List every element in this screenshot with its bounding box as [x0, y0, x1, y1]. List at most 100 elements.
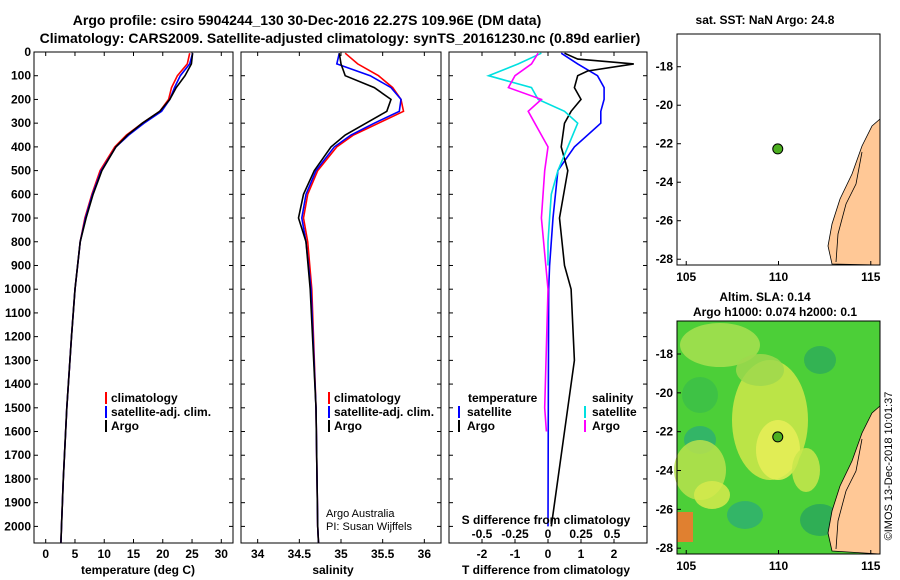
x-tick-label: 110 [769, 270, 789, 284]
y-tick-label: 1500 [4, 401, 31, 415]
x-tick-label: 10 [98, 547, 112, 561]
x-tick-label: 34 [251, 547, 265, 561]
y-tick-label: -20 [656, 386, 674, 400]
argo-float-position-marker [772, 431, 784, 443]
salinity-legend: climatology satellite-adj. clim. Argo [328, 391, 434, 433]
salinity-xlabel: salinity [312, 563, 354, 577]
argo-float-position-marker [772, 143, 784, 155]
legend-label-s-argo: Argo [592, 419, 620, 433]
legend-swatch-t-argo [458, 420, 460, 432]
t-difference-xlabel: T difference from climatology [462, 563, 630, 577]
sla-anomaly-blob [727, 501, 763, 529]
x-tick-label: -2 [477, 547, 488, 561]
legend-title-salinity: salinity [592, 391, 634, 405]
y-tick-label: 2000 [4, 519, 31, 533]
x-tick-label: 110 [769, 559, 789, 573]
legend-swatch-argo [328, 420, 330, 432]
credit-pi: PI: Susan Wijffels [326, 521, 412, 533]
x-tick-label: 5 [72, 547, 79, 561]
y-tick-label: 1700 [4, 448, 31, 462]
sla-map-title: Altim. SLA: 0.14 [719, 290, 811, 304]
legend-swatch-s-satellite [584, 406, 586, 418]
y-tick-label: 100 [11, 69, 31, 83]
sla-high-anomaly [677, 512, 693, 542]
y-tick-label: 1100 [5, 306, 31, 320]
shelf-contour [835, 151, 863, 263]
shelf-contour [835, 438, 863, 550]
legend-label-satellite: satellite-adj. clim. [111, 405, 211, 419]
y-tick-label: 1300 [4, 353, 31, 367]
legend-swatch-argo [105, 420, 107, 432]
x2-tick-label: -0.25 [501, 527, 529, 541]
x-tick-label: 105 [676, 270, 696, 284]
legend-title-temperature: temperature [468, 391, 538, 405]
series-t-satellite [547, 52, 605, 527]
temperature-panel: 0100200300400500600700800900100011001200… [4, 45, 234, 561]
y-tick-label: -24 [656, 464, 674, 478]
sla-anomaly-blob [680, 323, 760, 367]
x-tick-label: 35.5 [371, 547, 395, 561]
sst-map-title: sat. SST: NaN Argo: 24.8 [696, 13, 835, 27]
y-tick-label: -18 [656, 60, 674, 74]
y-tick-label: -26 [656, 214, 674, 228]
x-tick-label: 0 [42, 547, 49, 561]
sla-map-panel: 105 110 115 -18 -20 -22 -24 -26 -28 [656, 320, 881, 573]
x-tick-label: 105 [676, 559, 696, 573]
y-tick-label: 700 [11, 211, 31, 225]
legend-swatch-t-satellite [458, 406, 460, 418]
series-s-satellite [486, 52, 579, 266]
y-tick-label: 1900 [4, 496, 31, 510]
y-tick-label: 800 [11, 235, 31, 249]
legend-label-s-satellite: satellite [592, 405, 637, 419]
australia-coast [827, 405, 881, 555]
series-t-argo [550, 52, 634, 527]
salinity-panel: 34 34.5 35 35.5 36 [240, 51, 442, 561]
australia-coast [827, 118, 881, 266]
y-tick-label: 1000 [4, 282, 31, 296]
x-tick-label: 0 [545, 547, 552, 561]
figure-title-line2: Climatology: CARS2009. Satellite-adjuste… [40, 30, 641, 46]
x-tick-label: 36 [418, 547, 432, 561]
x-tick-label: 1 [578, 547, 585, 561]
sla-anomaly-blob [736, 354, 784, 386]
salinity-frame [240, 51, 442, 544]
series-s-argo [507, 52, 549, 432]
sst-map-panel: 105 110 115 -18 -20 -22 -24 -26 -28 [656, 33, 881, 284]
y-tick-label: -26 [656, 502, 674, 516]
y-tick-label: 500 [11, 164, 31, 178]
figure-title-line1: Argo profile: csiro 5904244_130 30-Dec-2… [73, 12, 541, 28]
y-tick-label: 1800 [4, 472, 31, 486]
s-difference-xlabel: S difference from climatology [462, 513, 631, 527]
legend-label-argo: Argo [334, 419, 362, 433]
temperature-legend: climatology satellite-adj. clim. Argo [105, 391, 211, 433]
y-tick-label: -20 [656, 98, 674, 112]
y-tick-label: 1400 [4, 377, 31, 391]
y-tick-label: 400 [11, 140, 31, 154]
x-tick-label: 35 [334, 547, 348, 561]
x-tick-label: 25 [185, 547, 199, 561]
y-tick-label: -24 [656, 175, 674, 189]
y-tick-label: -22 [656, 425, 674, 439]
sla-anomaly-blob [682, 377, 718, 413]
legend-label-climatology: climatology [111, 391, 178, 405]
sla-anomaly-blob [694, 481, 730, 509]
series-argo [60, 53, 194, 544]
y-tick-label: -28 [656, 252, 674, 266]
legend-label-t-satellite: satellite [467, 405, 512, 419]
series-climatology [60, 53, 191, 544]
x2-tick-label: -0.5 [472, 527, 493, 541]
x-tick-label: 2 [611, 547, 618, 561]
sla-anomaly-blob [804, 346, 836, 374]
y-tick-label: 900 [11, 258, 31, 272]
difference-panel: -2 -1 0 1 2 -0.5 -0.25 0 0.25 0.5 [448, 51, 648, 561]
credit-argo-australia: Argo Australia [326, 508, 395, 520]
difference-legend: temperature satellite Argo salinity sate… [458, 391, 637, 433]
x-tick-label: 115 [861, 270, 881, 284]
legend-swatch-s-argo [584, 420, 586, 432]
legend-label-t-argo: Argo [467, 419, 495, 433]
y-tick-label: 600 [11, 187, 31, 201]
y-tick-label: -18 [656, 347, 674, 361]
y-tick-label: 200 [11, 92, 31, 106]
y-tick-label: -28 [656, 541, 674, 555]
